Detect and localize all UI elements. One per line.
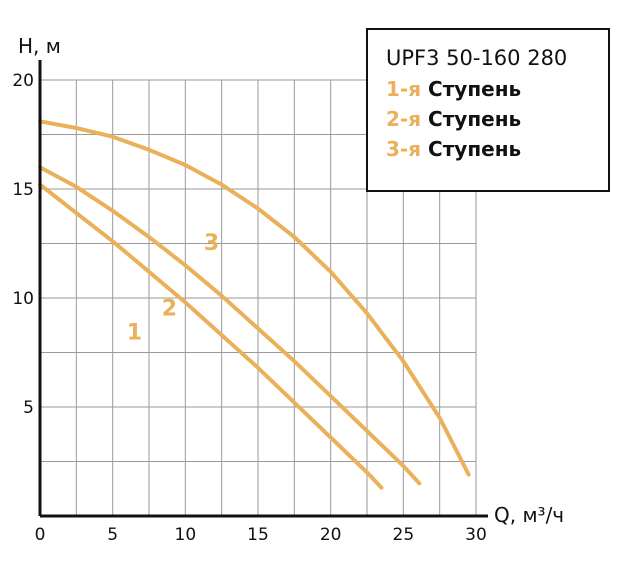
curve-label-2: 2: [162, 296, 177, 321]
legend-title: UPF3 50-160 280: [386, 46, 568, 70]
y-tick-label: 20: [12, 71, 34, 91]
legend-item-number: 3-я: [386, 137, 422, 161]
y-tick-label: 15: [12, 180, 34, 200]
legend-item-text: Ступень: [428, 137, 522, 161]
legend-item-number: 2-я: [386, 107, 422, 131]
x-tick-label: 0: [35, 525, 46, 545]
legend-item-number: 1-я: [386, 77, 422, 101]
legend-item-text: Ступень: [428, 107, 522, 131]
curve-label-3: 3: [204, 231, 219, 256]
x-axis-label: Q, м³/ч: [494, 503, 564, 527]
curve-label-1: 1: [127, 320, 142, 345]
y-tick-label: 5: [23, 398, 34, 418]
legend-item-3: 3-я Ступень: [386, 134, 608, 164]
x-tick-label: 25: [393, 525, 415, 545]
x-tick-label: 15: [247, 525, 269, 545]
axes: [38, 60, 488, 518]
x-tick-label: 20: [320, 525, 342, 545]
curve-stage-2: [38, 165, 422, 486]
curve-stage-3: [38, 119, 471, 477]
legend-item-1: 1-я Ступень: [386, 74, 608, 104]
legend-item-2: 2-я Ступень: [386, 104, 608, 134]
legend: UPF3 50-160 280 1-я Ступень 2-я Ступень …: [366, 28, 610, 192]
legend-item-text: Ступень: [428, 77, 522, 101]
y-axis-label: H, м: [18, 34, 61, 58]
curves: [38, 119, 471, 490]
curve-labels: 12 3: [127, 231, 219, 345]
x-tick-label: 30: [465, 525, 487, 545]
x-tick-label: 5: [107, 525, 118, 545]
curve-stage-1: [38, 182, 384, 490]
tick-labels: 0 5 10 15 20 25 30 5 10 15 20: [12, 71, 486, 545]
y-tick-label: 10: [12, 289, 34, 309]
x-tick-label: 10: [175, 525, 197, 545]
